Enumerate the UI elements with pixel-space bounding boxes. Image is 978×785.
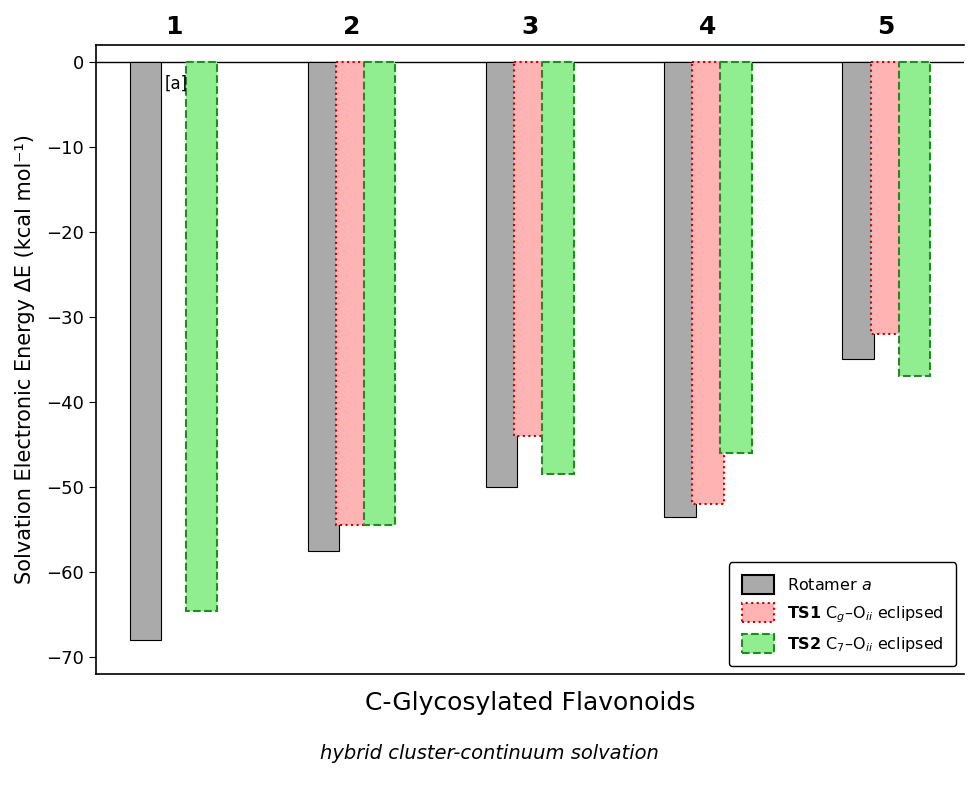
Bar <box>308 61 339 551</box>
Bar <box>664 61 694 517</box>
Legend: Rotamer $a$, $\bf{TS1}$ C$_g$–O$_{ii}$ eclipsed, $\bf{TS2}$ C$_7$–O$_{ii}$ eclip: Rotamer $a$, $\bf{TS1}$ C$_g$–O$_{ii}$ e… <box>729 563 956 666</box>
Bar <box>720 61 751 453</box>
Bar <box>542 61 573 474</box>
Bar <box>513 61 545 436</box>
Bar <box>335 61 367 525</box>
Bar <box>691 61 723 504</box>
Bar <box>869 61 901 334</box>
Bar <box>898 61 929 377</box>
Bar <box>842 61 872 360</box>
Text: hybrid cluster-continuum solvation: hybrid cluster-continuum solvation <box>320 744 658 763</box>
Bar <box>186 61 217 611</box>
Bar <box>364 61 395 525</box>
X-axis label: C-Glycosylated Flavonoids: C-Glycosylated Flavonoids <box>365 691 694 715</box>
Text: [a]: [a] <box>164 75 188 93</box>
Bar <box>486 61 517 487</box>
Bar <box>130 61 161 641</box>
Y-axis label: Solvation Electronic Energy ΔE (kcal mol⁻¹): Solvation Electronic Energy ΔE (kcal mol… <box>15 134 35 584</box>
